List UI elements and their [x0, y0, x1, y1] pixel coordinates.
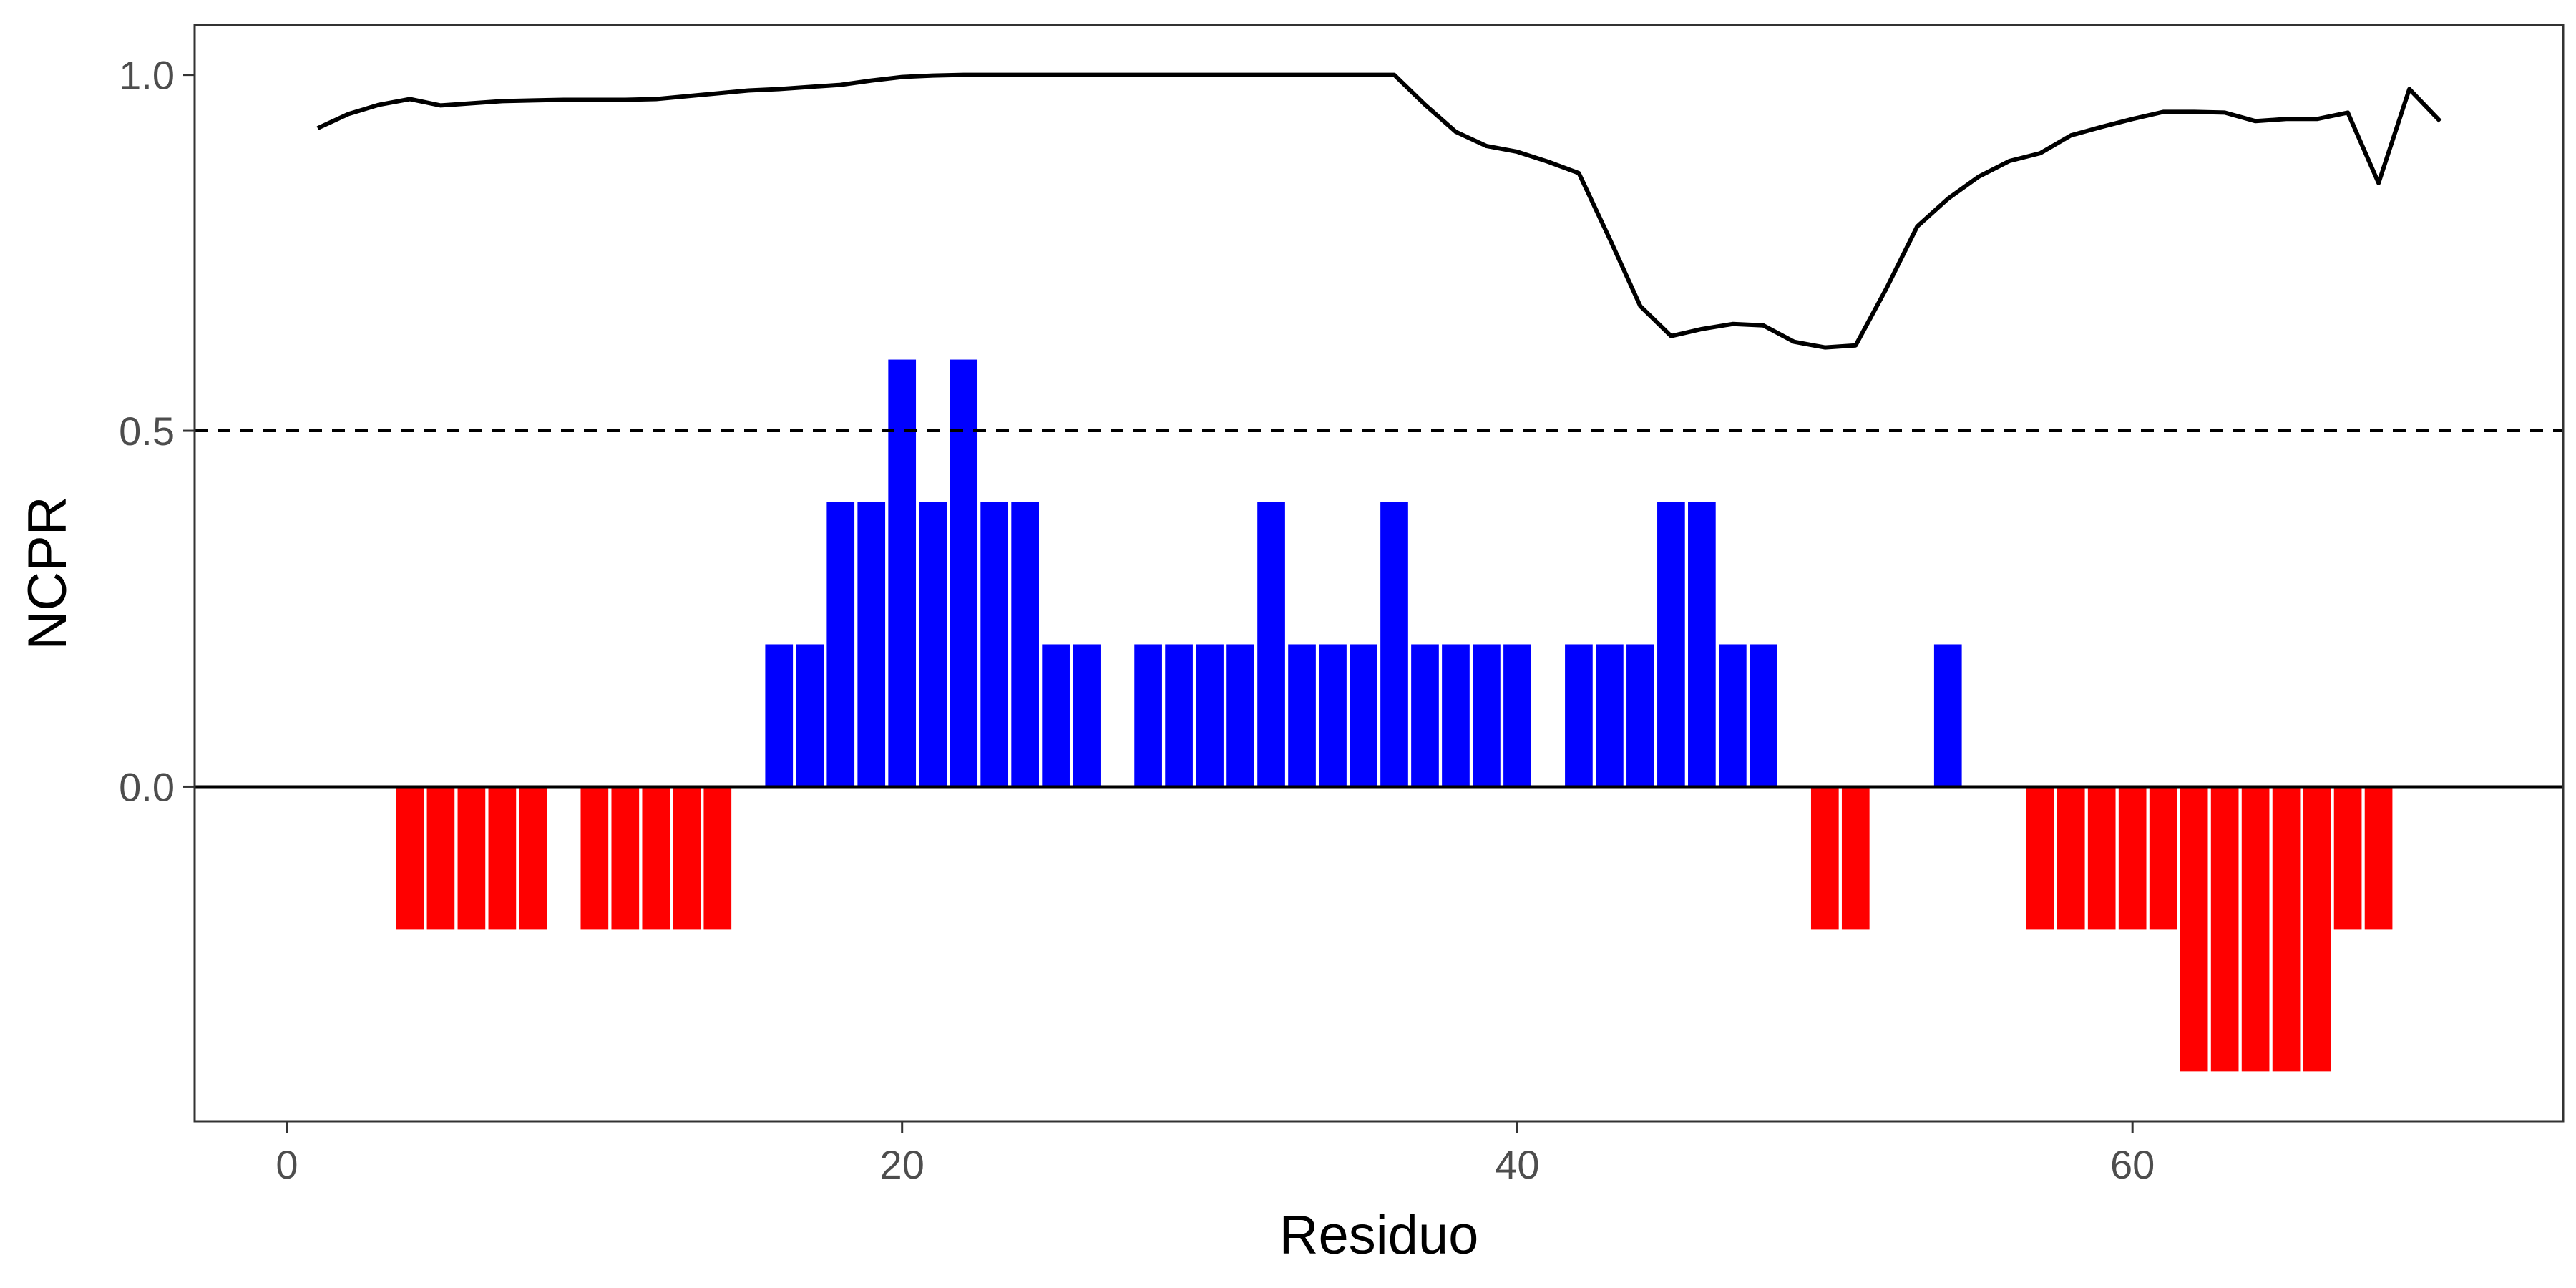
bar-residue-32: [1257, 502, 1285, 787]
bar-residue-34: [1319, 644, 1347, 787]
bar-residue-24: [1011, 502, 1039, 787]
bar-residue-10: [580, 786, 609, 930]
bar-residue-42: [1565, 644, 1593, 787]
bar-residue-67: [2333, 786, 2362, 930]
y-axis-title: NCPR: [17, 496, 78, 650]
plot-panel: [195, 25, 2563, 1121]
x-tick-label: 60: [2110, 1142, 2155, 1187]
bar-residue-38: [1442, 644, 1470, 787]
y-tick-label: 0.5: [119, 409, 175, 454]
bar-residue-14: [703, 786, 732, 930]
bar-residue-7: [488, 786, 517, 930]
y-tick-label: 1.0: [119, 53, 175, 98]
bar-residue-57: [2026, 786, 2054, 930]
x-tick-label: 0: [275, 1142, 298, 1187]
bar-residue-8: [519, 786, 547, 930]
bar-residue-58: [2057, 786, 2085, 930]
x-axis: 0 20 40 60: [275, 1121, 2155, 1187]
bar-residue-33: [1288, 644, 1316, 787]
bar-residue-5: [426, 786, 455, 930]
bar-residue-45: [1657, 502, 1685, 787]
bar-residue-4: [396, 786, 424, 930]
bar-residue-6: [457, 786, 486, 930]
bar-residue-21: [919, 502, 947, 787]
bar-residue-37: [1411, 644, 1439, 787]
bar-residue-13: [673, 786, 701, 930]
x-tick-label: 40: [1495, 1142, 1539, 1187]
bar-residue-18: [826, 502, 855, 787]
bar-residue-28: [1134, 644, 1162, 787]
y-axis: 0.0 0.5 1.0: [119, 53, 195, 809]
bar-residue-47: [1719, 644, 1747, 787]
bar-residue-23: [980, 502, 1009, 787]
bar-residue-16: [765, 644, 794, 787]
bar-residue-12: [642, 786, 670, 930]
line-series: [316, 72, 2442, 350]
bar-residue-60: [2118, 786, 2147, 930]
bar-residue-64: [2241, 786, 2270, 1072]
bar-residue-61: [2149, 786, 2177, 930]
bar-residue-54: [1933, 644, 1962, 787]
line-layer: [316, 72, 2442, 350]
bar-residue-20: [888, 359, 917, 787]
bar-residue-36: [1380, 502, 1408, 787]
bar-residue-59: [2087, 786, 2116, 930]
bar-residue-22: [950, 359, 978, 787]
bar-residue-26: [1073, 644, 1101, 787]
bar-residue-17: [796, 644, 824, 787]
bar-residue-66: [2303, 786, 2331, 1072]
bar-residue-46: [1688, 502, 1716, 787]
bar-residue-30: [1196, 644, 1224, 787]
reference-lines: [195, 429, 2563, 789]
bar-residue-65: [2272, 786, 2301, 1072]
bar-residue-44: [1626, 644, 1654, 787]
bar-residue-48: [1749, 644, 1777, 787]
bar-residue-29: [1165, 644, 1193, 787]
bar-residue-25: [1042, 644, 1070, 787]
plot-border: [193, 24, 2565, 1123]
bar-residue-51: [1841, 786, 1870, 930]
bar-residue-62: [2180, 786, 2208, 1072]
bar-residue-35: [1350, 644, 1377, 787]
x-axis-title: Residuo: [1279, 1205, 1479, 1266]
bar-residue-11: [611, 786, 640, 930]
bar-residue-63: [2210, 786, 2239, 1072]
bar-residue-43: [1596, 644, 1624, 787]
bar-residue-39: [1473, 644, 1501, 787]
bar-residue-50: [1810, 786, 1839, 930]
bar-residue-40: [1503, 644, 1531, 787]
bar-residue-68: [2364, 786, 2393, 930]
bars-layer: [396, 359, 2393, 1072]
bar-residue-31: [1226, 644, 1254, 787]
x-tick-label: 20: [880, 1142, 924, 1187]
y-tick-label: 0.0: [119, 764, 175, 809]
bar-residue-19: [857, 502, 886, 787]
